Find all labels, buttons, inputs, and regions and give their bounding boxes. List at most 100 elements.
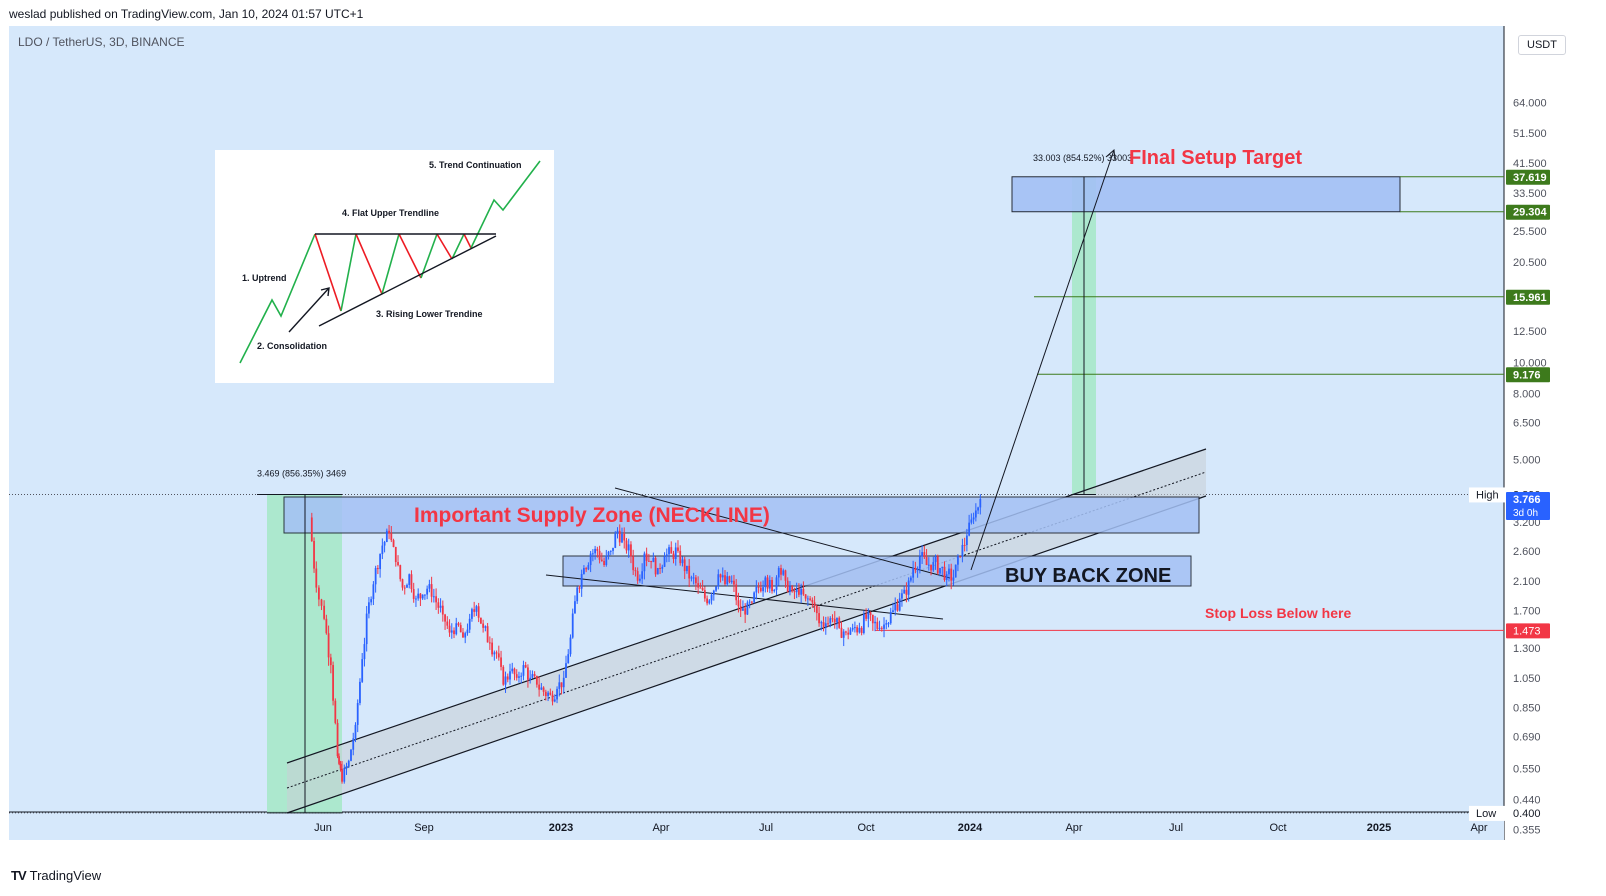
currency-button[interactable]: USDT bbox=[1518, 35, 1566, 55]
candle-body bbox=[372, 584, 375, 600]
candle-body bbox=[361, 659, 364, 682]
candle-body bbox=[901, 593, 903, 599]
candle-body bbox=[887, 623, 890, 625]
candle-body bbox=[950, 568, 953, 581]
candle-body bbox=[773, 589, 776, 592]
candle-body bbox=[571, 613, 574, 638]
candle-body bbox=[894, 604, 897, 611]
candle-body bbox=[974, 510, 977, 518]
candle-body bbox=[800, 588, 803, 595]
candle-body bbox=[320, 599, 323, 606]
candle-body bbox=[750, 601, 753, 603]
inset-diagram-box bbox=[215, 150, 554, 383]
candle-body bbox=[715, 586, 717, 591]
buy-back-zone-box bbox=[562, 555, 1192, 587]
candle-body bbox=[576, 587, 579, 602]
candle-body bbox=[388, 530, 390, 534]
candle-body bbox=[883, 624, 885, 629]
candle-body bbox=[914, 568, 917, 571]
x-tick-label: Jun bbox=[314, 822, 332, 834]
y-tick-label: 0.690 bbox=[1513, 732, 1541, 744]
candle-body bbox=[934, 556, 937, 563]
x-tick-label: Jul bbox=[1169, 822, 1183, 834]
candle-body bbox=[854, 627, 856, 629]
candle-body bbox=[813, 602, 816, 606]
candle-body bbox=[860, 627, 863, 634]
price-label-bg-1 bbox=[1506, 204, 1550, 220]
y-tick-label: 25.500 bbox=[1513, 226, 1547, 238]
candle-body bbox=[874, 621, 876, 624]
candle-body bbox=[475, 606, 478, 612]
candle-body bbox=[379, 554, 382, 570]
candle-body bbox=[977, 507, 979, 511]
candle-body bbox=[652, 557, 655, 563]
candle-body bbox=[524, 665, 527, 668]
symbol-label[interactable]: LDO / TetherUS, 3D, BINANCE bbox=[18, 35, 185, 49]
candle-body bbox=[793, 591, 796, 593]
candle-body bbox=[359, 681, 361, 704]
candle-body bbox=[659, 568, 661, 570]
candle-body bbox=[482, 623, 485, 628]
candle-body bbox=[831, 618, 834, 620]
y-tick-label: 8.000 bbox=[1513, 388, 1541, 400]
candle-body bbox=[694, 577, 697, 584]
candle-body bbox=[795, 589, 798, 593]
candle-body bbox=[733, 580, 735, 585]
candle-body bbox=[621, 533, 623, 543]
candle-body bbox=[782, 570, 785, 575]
candle-body bbox=[504, 676, 507, 685]
x-tick-label: Apr bbox=[652, 822, 669, 834]
candle-body bbox=[965, 535, 968, 546]
candle-body bbox=[755, 586, 758, 593]
candle-body bbox=[341, 768, 343, 782]
x-tick-label: Jul bbox=[759, 822, 773, 834]
inset-label-continuation: 5. Trend Continuation bbox=[429, 160, 522, 170]
candle-body bbox=[941, 566, 944, 569]
candle-body bbox=[668, 547, 670, 555]
candle-body bbox=[556, 688, 558, 700]
candle-body bbox=[580, 573, 583, 589]
tradingview-logo[interactable]: TV TradingView bbox=[11, 868, 101, 883]
inset-zigzag-4 bbox=[398, 233, 422, 279]
candle-body bbox=[647, 560, 650, 562]
candle-body bbox=[708, 600, 711, 604]
price-axis-background bbox=[1504, 26, 1598, 840]
candle-body bbox=[383, 541, 386, 546]
chart-area[interactable]: 3.469 (856.35%) 3469 33.003 (854.52%) 330… bbox=[9, 26, 1598, 860]
tradingview-logo-icon: TV bbox=[11, 868, 27, 883]
candle-body bbox=[686, 565, 688, 572]
candle-body bbox=[381, 545, 384, 555]
candle-body bbox=[979, 498, 982, 508]
candle-body bbox=[809, 598, 812, 600]
candle-body bbox=[493, 652, 496, 655]
candle-body bbox=[936, 556, 939, 574]
candle-body bbox=[665, 554, 668, 557]
candle-body bbox=[845, 631, 847, 633]
candle-body bbox=[912, 568, 915, 578]
candle-body bbox=[591, 553, 594, 555]
candle-body bbox=[310, 517, 313, 542]
candle-body bbox=[428, 584, 431, 589]
candle-body bbox=[829, 618, 832, 624]
candle-body bbox=[562, 677, 565, 688]
inset-zigzag-6 bbox=[436, 233, 453, 260]
candle-body bbox=[374, 568, 377, 585]
x-tick-label: Apr bbox=[1065, 822, 1082, 834]
candle-body bbox=[876, 621, 879, 629]
candle-body bbox=[625, 540, 628, 551]
candle-body bbox=[923, 552, 926, 558]
candle-body bbox=[717, 574, 720, 587]
candle-body bbox=[858, 627, 861, 633]
candle-body bbox=[352, 738, 355, 750]
candle-body bbox=[598, 550, 601, 560]
candle-body bbox=[849, 629, 852, 635]
candle-body bbox=[549, 692, 552, 695]
candle-body bbox=[712, 590, 715, 595]
candle-body bbox=[605, 555, 608, 566]
candle-body bbox=[927, 564, 930, 566]
chart-svg[interactable]: 3.469 (856.35%) 3469 33.003 (854.52%) 330… bbox=[9, 26, 1598, 860]
candle-body bbox=[448, 625, 451, 633]
candle-body bbox=[385, 530, 388, 542]
candle-body bbox=[632, 556, 635, 571]
candle-body bbox=[744, 608, 747, 615]
